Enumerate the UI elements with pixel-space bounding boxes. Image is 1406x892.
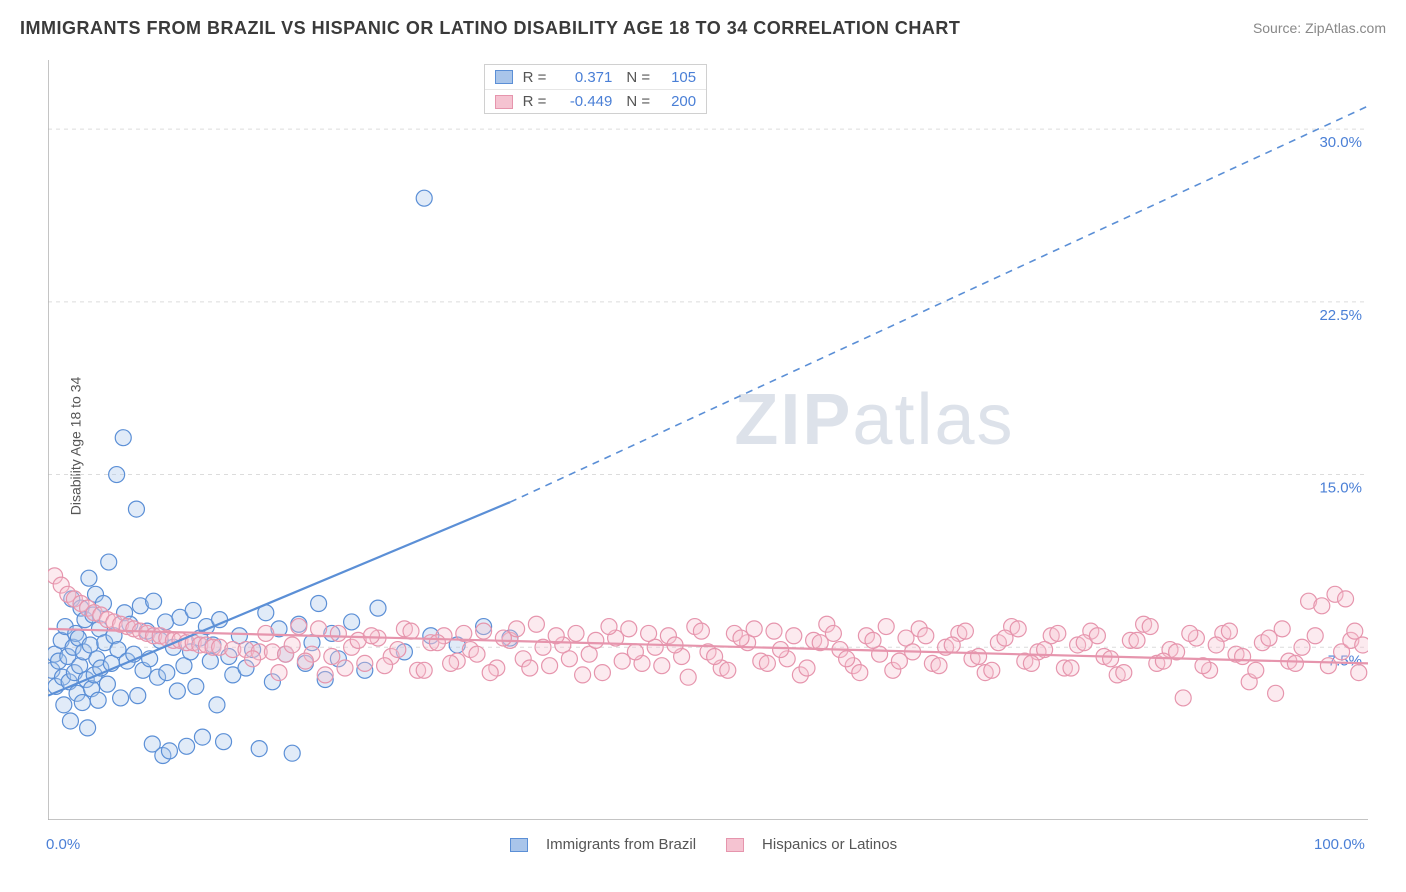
legend-swatch — [510, 838, 528, 852]
series-legend: Immigrants from Brazil Hispanics or Latin… — [510, 836, 897, 853]
svg-text:30.0%: 30.0% — [1319, 134, 1362, 151]
correlation-legend: R = 0.371 N = 105 R = -0.449 N = 200 — [484, 64, 708, 114]
legend-swatch — [495, 70, 513, 84]
legend-swatch — [726, 838, 744, 852]
r-label: R = — [523, 69, 547, 86]
r-value: -0.449 — [552, 93, 612, 110]
svg-text:15.0%: 15.0% — [1319, 480, 1362, 497]
legend-swatch — [495, 95, 513, 109]
x-axis-min-label: 0.0% — [46, 836, 80, 853]
n-label: N = — [626, 93, 650, 110]
chart-container: IMMIGRANTS FROM BRAZIL VS HISPANIC OR LA… — [0, 0, 1406, 892]
source-label: Source: — [1253, 20, 1301, 36]
legend-row-hispanic: R = -0.449 N = 200 — [485, 89, 707, 113]
source-value: ZipAtlas.com — [1305, 20, 1386, 36]
n-value: 200 — [656, 93, 696, 110]
legend-item-brazil: Immigrants from Brazil — [510, 836, 696, 853]
svg-text:22.5%: 22.5% — [1319, 307, 1362, 324]
legend-item-hispanic: Hispanics or Latinos — [726, 836, 897, 853]
legend-row-brazil: R = 0.371 N = 105 — [485, 65, 707, 89]
n-label: N = — [626, 69, 650, 86]
n-value: 105 — [656, 69, 696, 86]
chart-title: IMMIGRANTS FROM BRAZIL VS HISPANIC OR LA… — [20, 18, 960, 39]
source-attribution: Source: ZipAtlas.com — [1253, 20, 1386, 36]
r-label: R = — [523, 93, 547, 110]
legend-label: Immigrants from Brazil — [546, 836, 696, 853]
scatter-plot: 7.5%15.0%22.5%30.0% — [48, 60, 1368, 820]
r-value: 0.371 — [552, 69, 612, 86]
legend-label: Hispanics or Latinos — [762, 836, 897, 853]
x-axis-max-label: 100.0% — [1314, 836, 1365, 853]
